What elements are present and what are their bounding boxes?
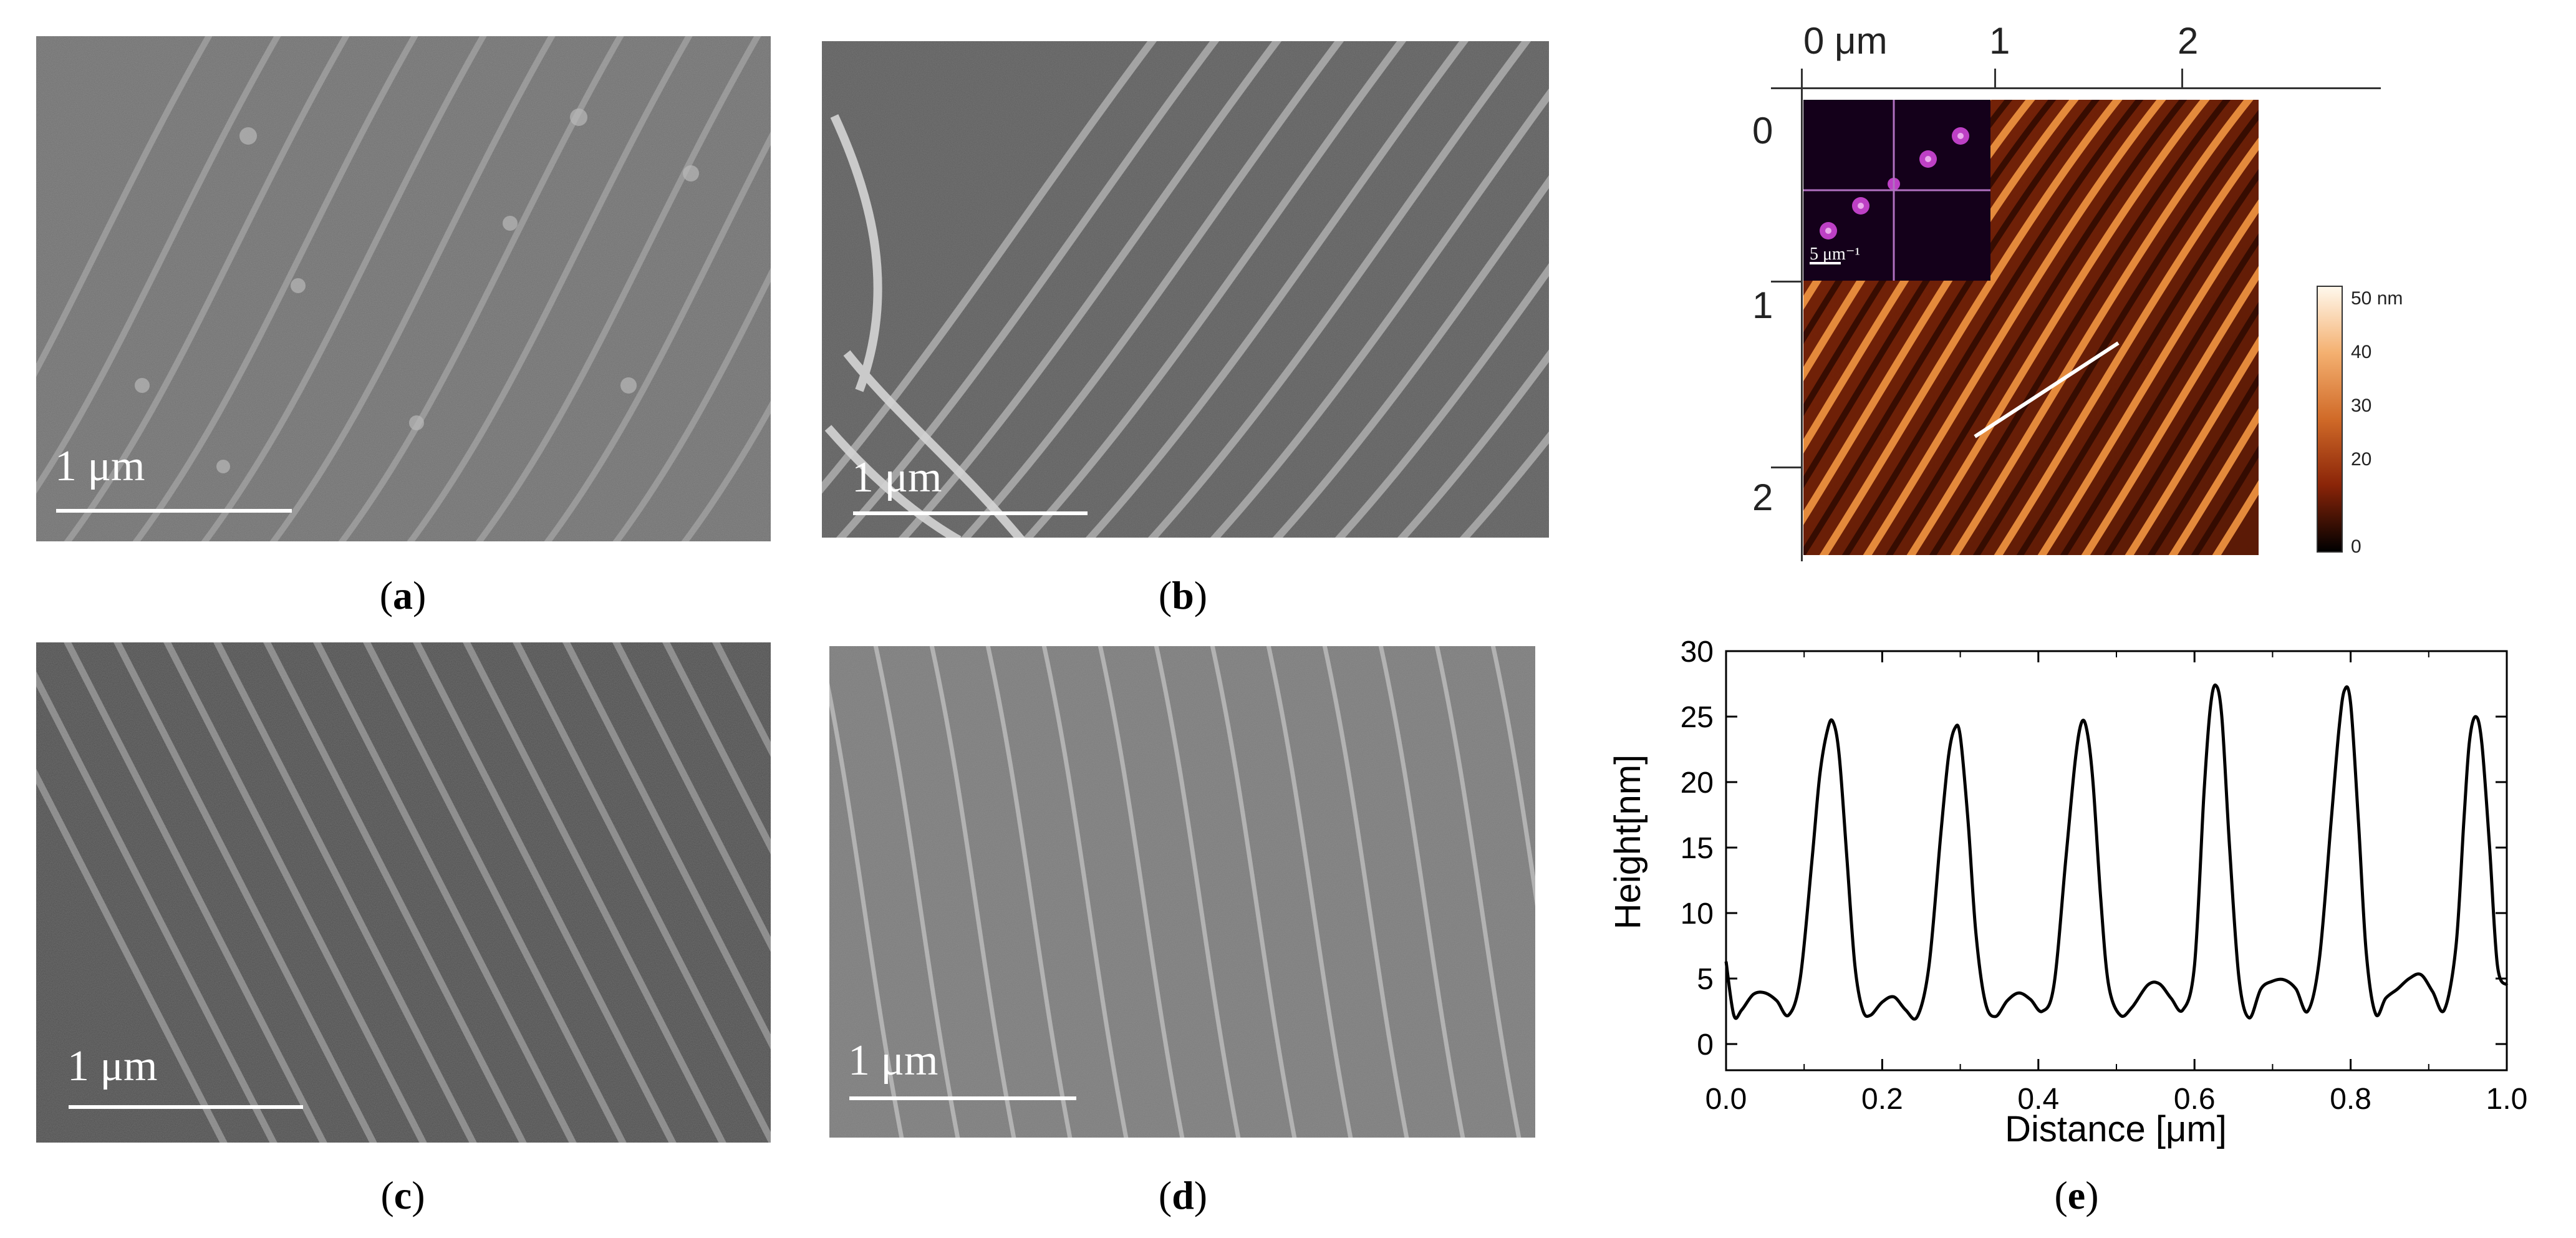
afm-left-axis xyxy=(1801,87,1803,561)
afm-colorbar xyxy=(2317,286,2343,553)
afm-figure: 0 μm 1 2 0 1 2 xyxy=(1734,19,2432,568)
scalebar-label-b: 1 μm xyxy=(852,453,942,501)
afm-tick-x0 xyxy=(1801,69,1803,87)
afm-tick-y0 xyxy=(1771,87,1801,89)
caption-letter-b: b xyxy=(1172,573,1194,617)
x-tick-label: 0.2 xyxy=(1861,1083,1903,1116)
afm-tick-x1 xyxy=(1994,69,1996,87)
sem-texture-b xyxy=(822,41,1549,538)
fft-scale-label: 5 μm⁻¹ xyxy=(1810,244,1860,264)
colorbar-label-50: 50 nm xyxy=(2351,288,2403,309)
scalebar-label-a: 1 μm xyxy=(55,442,145,490)
afm-y-tick-label-2: 2 xyxy=(1752,476,1773,518)
afm-y-tick-label-0: 0 xyxy=(1752,110,1773,152)
afm-x-tick-label-0: 0 μm xyxy=(1803,20,1888,62)
afm-y-tick-label-1: 1 xyxy=(1752,284,1773,326)
afm-x-tick-label-2: 2 xyxy=(2178,20,2199,62)
x-tick-label: 0.4 xyxy=(2017,1083,2059,1116)
plot-area: 0.0 0.2 0.4 0.6 0.8 1.0 0 5 10 15 20 25 30 xyxy=(1681,636,2528,1116)
x-axis-label: Distance [μm] xyxy=(2005,1109,2227,1149)
sem-texture-d xyxy=(829,646,1535,1138)
sem-image-c: 1 μm xyxy=(36,642,771,1143)
y-tick-label: 10 xyxy=(1681,897,1714,931)
caption-e: (e) xyxy=(2054,1173,2099,1217)
sem-texture-c xyxy=(36,642,771,1143)
colorbar-label-40: 40 xyxy=(2351,342,2372,362)
caption-letter-d: d xyxy=(1172,1173,1194,1217)
height-profile-chart: 0.0 0.2 0.4 0.6 0.8 1.0 0 5 10 15 20 25 30 Distance … xyxy=(1608,636,2528,1149)
x-tick-label: 0.0 xyxy=(1705,1083,1747,1116)
afm-height-map xyxy=(1803,100,2259,555)
colorbar-label-0: 0 xyxy=(2351,536,2361,557)
colorbar-label-30: 30 xyxy=(2351,395,2372,416)
sem-image-d: 1 μm xyxy=(829,646,1535,1138)
sem-image-a: 1 μm xyxy=(36,36,771,541)
y-tick-label: 15 xyxy=(1681,832,1714,865)
fft-inset xyxy=(1803,100,1990,281)
y-axis-label: Height[nm] xyxy=(1608,755,1648,929)
y-tick-label: 20 xyxy=(1681,766,1714,800)
afm-x-tick-label-1: 1 xyxy=(1989,20,2010,62)
caption-letter-a: a xyxy=(393,573,413,617)
scalebar-line-d xyxy=(849,1096,1076,1100)
scalebar-label-c: 1 μm xyxy=(67,1042,158,1090)
x-tick-label: 0.8 xyxy=(2330,1083,2371,1116)
scalebar-line-a xyxy=(56,509,292,513)
caption-letter-e: e xyxy=(2067,1173,2086,1217)
x-tick-label: 1.0 xyxy=(2486,1083,2528,1116)
caption-letter-c: c xyxy=(393,1173,412,1217)
y-tick-label: 25 xyxy=(1681,701,1714,734)
series-line xyxy=(1724,684,2509,1021)
caption-c: (c) xyxy=(380,1173,425,1217)
x-tick-label: 0.6 xyxy=(2174,1083,2216,1116)
sem-image-b: 1 μm xyxy=(822,41,1549,538)
colorbar-label-20: 20 xyxy=(2351,449,2372,470)
scalebar-line-b xyxy=(853,511,1088,515)
y-tick-label: 0 xyxy=(1697,1028,1714,1061)
scalebar-line-c xyxy=(69,1105,303,1109)
caption-a: (a) xyxy=(379,573,427,617)
sem-texture-a xyxy=(36,36,771,541)
afm-tick-x2 xyxy=(2181,69,2183,87)
caption-d: (d) xyxy=(1158,1173,1208,1217)
afm-profile-line xyxy=(1974,341,2120,438)
y-tick-label: 30 xyxy=(1681,636,1714,669)
afm-tick-y2 xyxy=(1771,467,1801,468)
y-tick-label: 5 xyxy=(1697,963,1714,996)
caption-b: (b) xyxy=(1158,573,1208,617)
afm-tick-y1 xyxy=(1771,281,1801,283)
scalebar-label-d: 1 μm xyxy=(848,1037,938,1085)
afm-top-axis xyxy=(1801,87,2381,89)
